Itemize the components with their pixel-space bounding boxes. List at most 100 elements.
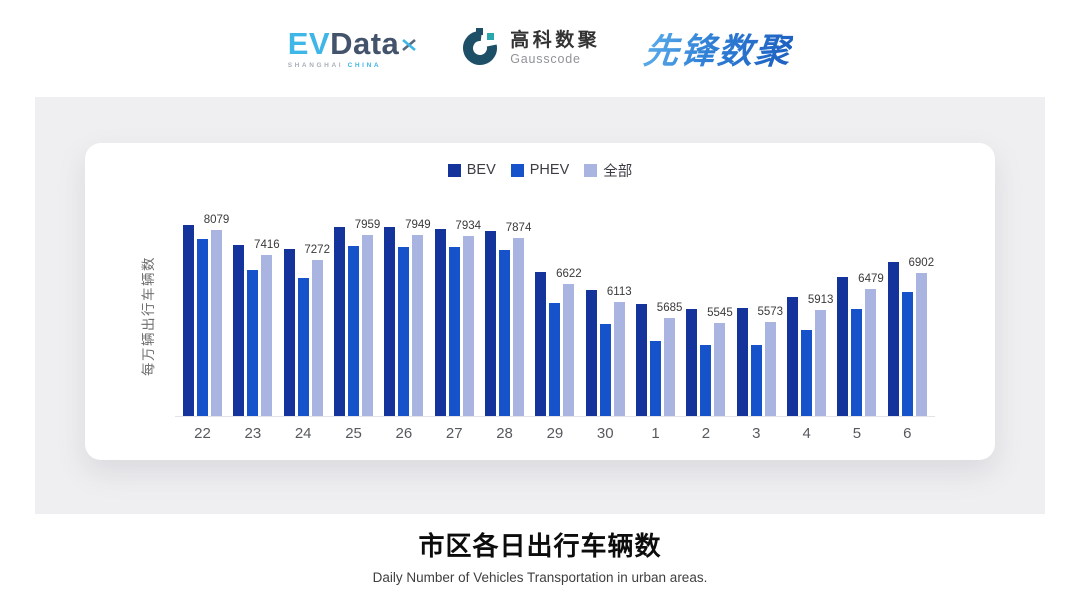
bar-all-26: 7949 — [405, 219, 431, 416]
gausscode-en-name: Gausscode — [510, 52, 581, 67]
bar-phev-5 — [851, 308, 863, 416]
evdata-subtitle-right: CHINA — [347, 61, 382, 69]
x-axis-label-27: 27 — [445, 425, 463, 442]
x-axis-label-23: 23 — [244, 425, 262, 442]
bar-all-25: 7959 — [355, 219, 380, 416]
bar-group-29: 6622 — [535, 215, 582, 416]
legend-swatch-phev — [510, 163, 524, 177]
x-axis-label-22: 22 — [194, 425, 211, 442]
evdata-data-text: Data — [330, 25, 400, 61]
bar-group-30: 6113 — [585, 215, 632, 416]
bar-all-30: 6113 — [607, 286, 632, 416]
bar-bev-26 — [384, 227, 396, 416]
bar-value-label-5: 6479 — [858, 272, 884, 285]
x-axis-label-29: 29 — [546, 425, 564, 442]
bar-value-label-28: 7874 — [505, 221, 532, 234]
bar-bev-30 — [585, 290, 597, 416]
xianfeng-logo: 先锋数聚 — [642, 23, 795, 74]
bar-bev-24 — [283, 248, 295, 416]
x-axis-label-30: 30 — [596, 425, 614, 442]
bar-all-29: 6622 — [556, 268, 582, 416]
legend-item-bev[interactable]: BEV — [447, 162, 496, 178]
bar-value-label-1: 5685 — [656, 301, 683, 314]
x-axis-labels: 22 23 24 25 26 27 28 29 30 1 2 3 4 5 6 — [175, 425, 935, 442]
bar-value-label-22: 8079 — [203, 214, 230, 227]
bar-value-label-6: 6902 — [908, 257, 935, 270]
bar-phev-3 — [750, 345, 762, 416]
bar-group-5: 6479 — [837, 215, 884, 416]
bar-bev-5 — [837, 277, 849, 416]
bar-bev-23 — [233, 244, 245, 416]
chart-legend: BEV PHEV 全部 — [85, 160, 995, 181]
bar-bev-27 — [434, 228, 446, 416]
legend-label-bev: BEV — [466, 162, 496, 178]
legend-item-phev[interactable]: PHEV — [510, 162, 570, 178]
bar-group-26: 7949 — [384, 215, 431, 416]
gausscode-cn-name: 高科数聚 — [510, 30, 601, 52]
bar-value-label-3: 5573 — [757, 305, 784, 318]
gausscode-text: 高科数聚 Gausscode — [510, 30, 600, 66]
bar-phev-2 — [700, 345, 712, 416]
bar-group-2: 5545 — [686, 215, 733, 416]
bar-value-label-30: 6113 — [606, 286, 632, 299]
bar-group-28: 7874 — [485, 215, 531, 416]
bar-bev-1 — [636, 303, 648, 416]
bar-all-22: 8079 — [204, 214, 229, 416]
y-axis-title: 每万辆出行车辆数 — [137, 215, 157, 417]
chart-title: 市区各日出行车辆数 — [418, 531, 662, 561]
bar-value-label-25: 7959 — [354, 218, 381, 231]
bar-phev-22 — [197, 238, 208, 416]
gausscode-g-icon — [461, 26, 501, 71]
bar-bev-29 — [535, 271, 547, 416]
bar-bev-4 — [787, 297, 799, 416]
bar-group-27: 7934 — [434, 215, 481, 416]
legend-label-phev: PHEV — [529, 162, 570, 178]
legend-item-all[interactable]: 全部 — [584, 160, 632, 181]
bar-group-25: 7959 — [334, 215, 380, 416]
bar-all-28: 7874 — [506, 222, 531, 416]
evdata-ev-text: EV — [287, 25, 331, 61]
bar-phev-30 — [599, 323, 611, 416]
x-axis-label-3: 3 — [752, 425, 761, 442]
bar-value-label-29: 6622 — [556, 267, 582, 280]
bar-group-23: 7416 — [233, 215, 280, 416]
bar-value-label-26: 7949 — [405, 219, 431, 232]
x-axis-label-2: 2 — [701, 425, 711, 442]
bar-value-label-4: 5913 — [807, 293, 834, 306]
x-axis-label-4: 4 — [802, 425, 811, 442]
bar-group-22: 8079 — [183, 214, 229, 416]
bar-phev-23 — [247, 270, 259, 416]
gausscode-logo: 高科数聚 Gausscode — [461, 26, 600, 71]
chart-panel: BEV PHEV 全部 每万辆出行车辆数 8079 7416 7272 7959 7949 7… — [35, 97, 1045, 514]
plot-area: 8079 7416 7272 7959 7949 7934 7874 6622 6113 5685… — [175, 214, 935, 417]
y-axis-title-text: 每万辆出行车辆数 — [141, 256, 156, 376]
bar-phev-6 — [901, 292, 913, 416]
evdata-subtitle-left: SHANGHAI — [287, 61, 348, 69]
bar-bev-22 — [183, 225, 194, 416]
x-axis-label-1: 1 — [651, 425, 660, 442]
chart-subtitle: Daily Number of Vehicles Transportation … — [372, 570, 708, 585]
bar-phev-28 — [499, 249, 511, 416]
bar-phev-26 — [398, 246, 410, 416]
bar-bev-6 — [887, 261, 899, 416]
bar-phev-24 — [297, 277, 309, 416]
x-axis-label-25: 25 — [345, 425, 362, 442]
bar-phev-29 — [549, 302, 561, 416]
bar-all-4: 5913 — [808, 294, 833, 416]
x-axis-label-28: 28 — [496, 425, 513, 442]
x-axis-label-26: 26 — [395, 425, 413, 442]
bar-phev-27 — [448, 247, 460, 416]
bar-group-1: 5685 — [636, 215, 682, 416]
bar-all-3: 5573 — [757, 306, 783, 416]
bar-all-1: 5685 — [657, 302, 682, 416]
bar-phev-25 — [348, 245, 360, 416]
bar-phev-1 — [650, 340, 662, 416]
bar-all-24: 7272 — [304, 244, 330, 416]
bar-all-6: 6902 — [909, 257, 934, 416]
bar-bev-28 — [485, 231, 497, 416]
bar-group-24: 7272 — [283, 215, 330, 416]
bar-phev-4 — [801, 329, 813, 416]
legend-swatch-all — [584, 163, 598, 177]
bar-bev-3 — [736, 308, 748, 416]
